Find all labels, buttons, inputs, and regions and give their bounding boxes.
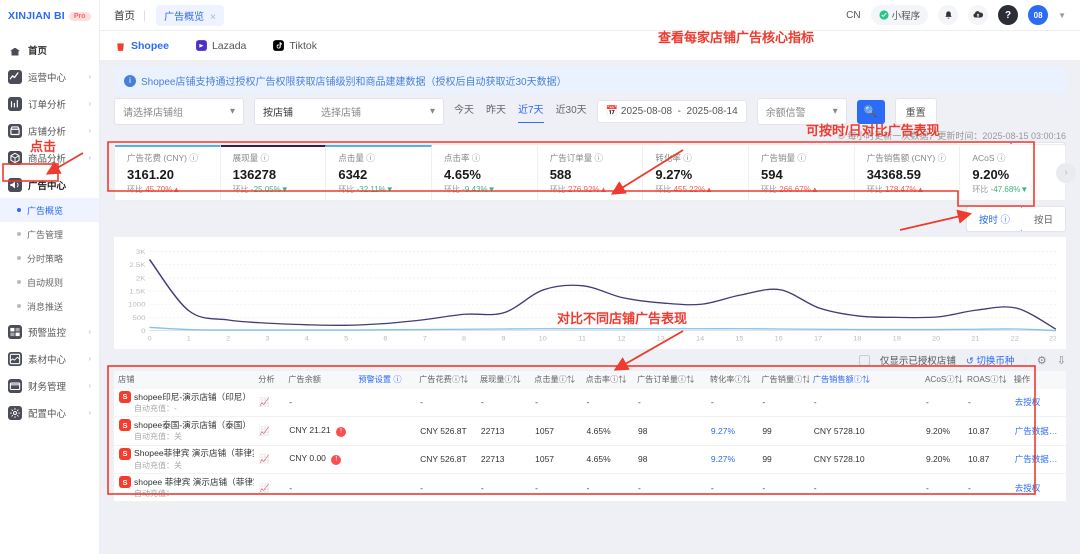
svg-text:14: 14 — [696, 336, 704, 342]
svg-text:2: 2 — [226, 336, 230, 342]
svg-text:0: 0 — [141, 327, 145, 335]
svg-text:19: 19 — [893, 336, 901, 342]
svg-text:3: 3 — [265, 336, 269, 342]
svg-text:13: 13 — [657, 336, 665, 342]
svg-text:15: 15 — [735, 336, 743, 342]
svg-text:11: 11 — [578, 336, 586, 342]
svg-text:21: 21 — [971, 336, 979, 342]
svg-text:22: 22 — [1011, 336, 1019, 342]
svg-text:4: 4 — [305, 336, 309, 342]
svg-text:5: 5 — [344, 336, 348, 342]
svg-text:17: 17 — [814, 336, 822, 342]
svg-text:1000: 1000 — [128, 300, 146, 308]
svg-text:2.5K: 2.5K — [129, 261, 145, 269]
svg-text:8: 8 — [462, 336, 466, 342]
svg-text:1.5K: 1.5K — [129, 287, 145, 295]
svg-text:1: 1 — [187, 336, 191, 342]
svg-text:20: 20 — [932, 336, 940, 342]
svg-text:10: 10 — [539, 336, 547, 342]
svg-text:2K: 2K — [136, 274, 146, 282]
svg-text:500: 500 — [132, 314, 145, 322]
svg-text:6: 6 — [383, 336, 387, 342]
svg-text:16: 16 — [775, 336, 783, 342]
svg-text:23: 23 — [1049, 336, 1056, 342]
svg-text:12: 12 — [617, 336, 625, 342]
svg-text:18: 18 — [853, 336, 861, 342]
svg-text:7: 7 — [423, 336, 427, 342]
svg-text:3K: 3K — [136, 248, 146, 256]
svg-text:0: 0 — [147, 336, 151, 342]
svg-text:9: 9 — [501, 336, 505, 342]
